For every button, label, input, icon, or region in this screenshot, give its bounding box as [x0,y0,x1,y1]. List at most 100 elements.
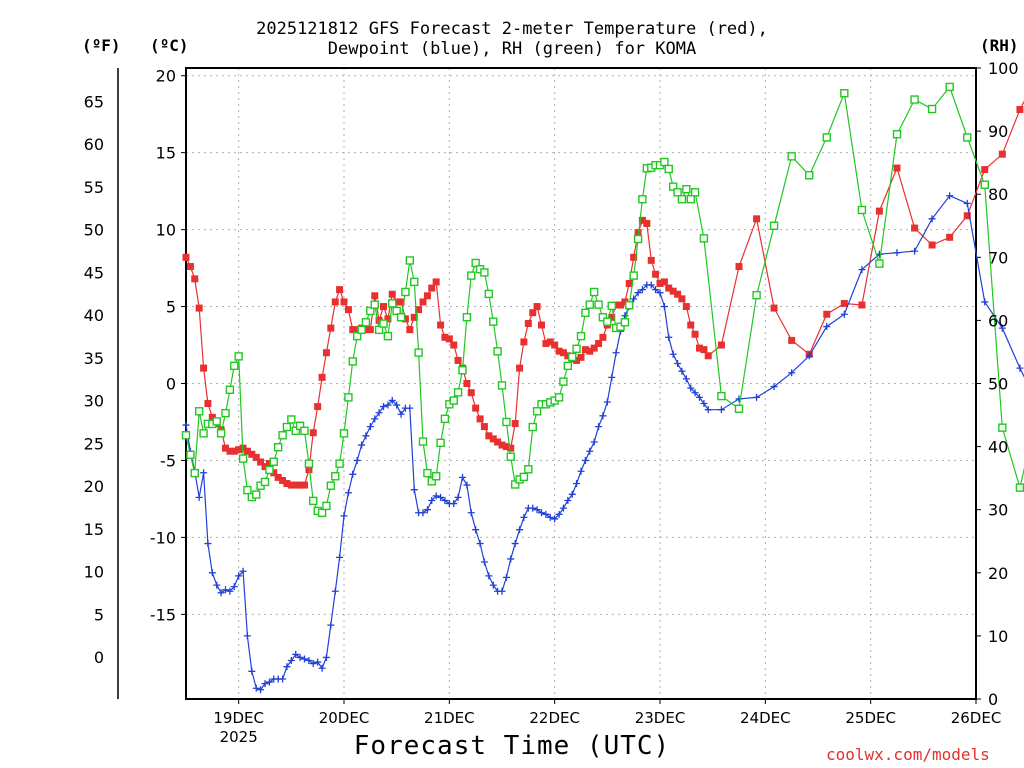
2-meter-temperature-point [559,349,567,357]
dewpoint-point [665,333,673,341]
dewpoint-point [652,286,660,294]
2-meter-temperature-point [529,309,537,317]
dewpoint-point [265,678,273,686]
dewpoint-point [362,432,370,440]
2-meter-temperature-point [652,270,660,278]
2-meter-temperature-point [502,443,510,451]
x-tick-label: 26DEC [951,709,1002,727]
chart-title-line2: Dewpoint (blue), RH (green) for KOMA [327,39,697,59]
2-meter-temperature-point [621,298,629,306]
rh-point [528,422,537,432]
celsius-tick-label: -15 [150,605,176,624]
2-meter-temperature-point [340,298,348,306]
rh-point [717,391,726,401]
dewpoint-point [542,510,550,518]
2-meter-temperature-point [274,473,282,481]
2-meter-temperature-point [656,279,664,287]
dewpoint-point [538,509,545,517]
dewpoint-point [226,587,234,595]
rh-point [980,180,989,189]
2-meter-temperature-point [362,326,370,334]
x-tick-label: 24DEC [740,709,791,727]
dewpoint-point [581,456,589,464]
dewpoint-point [551,515,559,523]
rh-point [300,426,309,436]
2-meter-temperature-point [669,287,677,295]
dewpoint-point [946,192,954,200]
dewpoint-point [419,509,427,517]
dewpoint-point [331,587,339,595]
rh-point [396,313,406,322]
2-meter-temperature-point [538,321,545,329]
2-meter-temperature-point [287,481,295,489]
2-meter-temperature-point [696,344,703,352]
dewpoint-point [454,493,462,501]
2-meter-temperature-point [581,346,589,354]
2-meter-temperature-point [564,352,572,360]
rh-point [423,468,432,478]
rh-point [357,325,366,335]
fahrenheit-tick-label: 0 [94,648,104,667]
x-tick-label: 19DEC [213,709,264,727]
dewpoint-point [480,558,488,566]
rh-point [686,195,695,204]
2-meter-temperature-point [406,326,414,334]
dewpoint-point [437,493,445,501]
dewpoint-point [283,663,291,671]
dewpoint-point [243,632,251,640]
x-tick-label: 25DEC [845,709,896,727]
dewpoint-point [217,589,225,597]
dewpoint-point [753,393,761,401]
rh-point [497,381,507,390]
2-meter-temperature-point [252,453,260,461]
2-meter-temperature-point [467,389,475,397]
2-meter-temperature-point [595,339,603,347]
x-tick-label: 21DEC [424,709,475,727]
2-meter-temperature-point [393,298,401,306]
credit-link[interactable]: coolwx.com/models [826,745,990,764]
dewpoint-point [520,513,528,521]
dewpoint-point [529,504,537,512]
rh-point [620,318,630,327]
rh-point [322,501,331,511]
fahrenheit-tick-label: 60 [84,135,104,154]
dewpoint-point [691,389,699,397]
rh-point [273,443,283,452]
rh-point [234,352,243,361]
dewpoint-point [660,303,668,311]
dewpoint-point [406,404,414,412]
2-meter-temperature-point [617,301,624,309]
rh-point [787,152,796,161]
rh-axis-label: (RH) [980,36,1019,55]
rh-point [221,408,230,418]
x-tick-label: 22DEC [529,709,580,727]
celsius-tick-label: 5 [166,298,176,317]
dewpoint-point [441,496,449,504]
rh-point [673,188,682,197]
celsius-tick-label: -5 [160,451,176,470]
2-meter-temperature-point [678,295,686,303]
x-tick-label: 20DEC [319,709,370,727]
dewpoint-point [704,406,712,414]
rh-point [379,319,388,328]
rh-point [181,431,191,440]
rh-point [1015,483,1024,492]
2-meter-temperature-point [599,333,607,341]
rh-point [805,171,814,180]
dewpoint-point [459,473,466,481]
chart-title-line1: 2025121812 GFS Forecast 2-meter Temperat… [256,19,768,39]
2-meter-temperature-point [423,292,431,300]
rh-point [238,454,248,463]
2-meter-temperature-point [353,326,361,334]
2-meter-temperature-point [608,313,616,321]
fahrenheit-tick-label: 15 [84,520,104,539]
rh-point [467,271,476,280]
dewpoint-point [208,569,216,577]
dewpoint-point [292,650,300,658]
2-meter-temperature-point [638,216,646,224]
dewpoint-point [612,349,620,357]
dewpoint-point [858,266,866,274]
2-meter-temperature-point [243,447,251,455]
2-meter-temperature-point [498,441,506,449]
